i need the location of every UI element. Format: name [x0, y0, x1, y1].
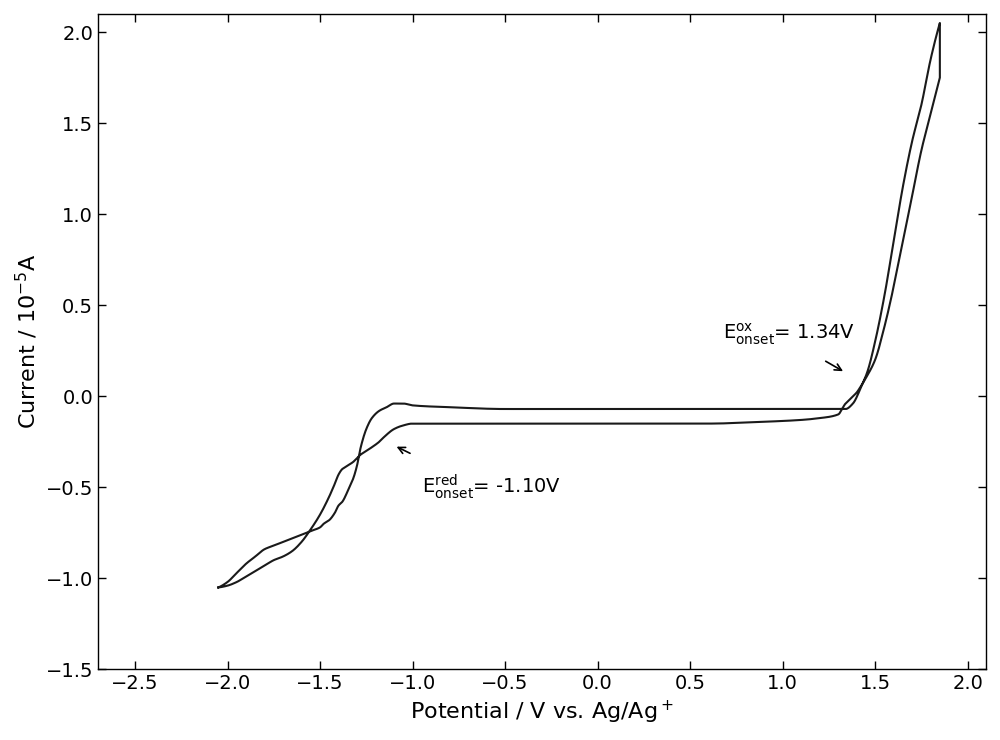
Text: $\mathregular{E_{onset}^{ox}}$= 1.34V: $\mathregular{E_{onset}^{ox}}$= 1.34V — [723, 322, 855, 347]
X-axis label: Potential / V vs. Ag/Ag$^+$: Potential / V vs. Ag/Ag$^+$ — [410, 699, 674, 726]
Text: $\mathregular{E_{onset}^{red}}$= -1.10V: $\mathregular{E_{onset}^{red}}$= -1.10V — [422, 473, 561, 502]
Y-axis label: Current / 10$^{-5}$A: Current / 10$^{-5}$A — [14, 254, 40, 429]
